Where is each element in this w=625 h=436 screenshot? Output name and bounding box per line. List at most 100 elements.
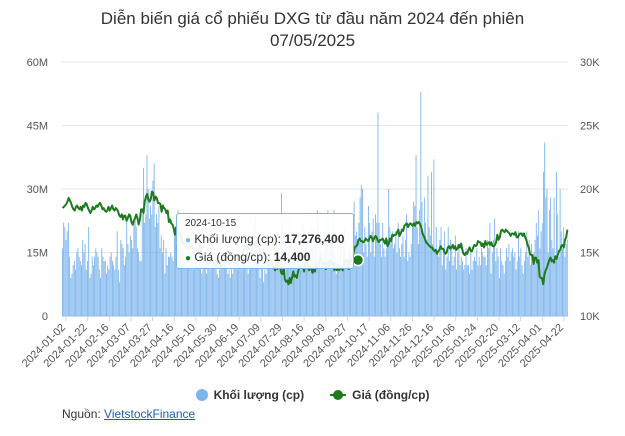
volume-bar bbox=[191, 256, 193, 316]
right-tick-label: 15K bbox=[580, 248, 600, 260]
volume-bar bbox=[158, 205, 160, 316]
volume-bar bbox=[79, 260, 81, 316]
volume-bar bbox=[539, 248, 541, 316]
volume-bar bbox=[159, 248, 161, 316]
volume-bar bbox=[142, 167, 144, 316]
volume-bar bbox=[479, 265, 481, 316]
volume-bar bbox=[362, 189, 363, 316]
source-link[interactable]: VietstockFinance bbox=[104, 407, 196, 421]
tooltip-volume-row: ● Khối lượng (cp): 17,276,400 bbox=[185, 231, 345, 249]
volume-bar bbox=[138, 252, 140, 316]
volume-bar bbox=[358, 222, 360, 316]
volume-bar bbox=[253, 260, 255, 316]
volume-bar bbox=[113, 265, 115, 316]
volume-bar bbox=[196, 265, 198, 316]
volume-bar bbox=[242, 265, 244, 316]
volume-bar bbox=[85, 269, 87, 316]
volume-bar bbox=[488, 248, 490, 316]
volume-bar bbox=[146, 155, 148, 316]
volume-bar bbox=[354, 235, 356, 316]
volume-bar bbox=[342, 239, 344, 316]
volume-bar bbox=[390, 239, 392, 316]
volume-bar bbox=[372, 218, 374, 316]
volume-bar bbox=[279, 235, 281, 316]
legend-item-volume[interactable]: Khối lượng (cp) bbox=[195, 388, 304, 402]
volume-bar bbox=[209, 269, 211, 316]
volume-bar bbox=[91, 256, 93, 316]
volume-bar bbox=[531, 244, 532, 316]
volume-bar bbox=[329, 248, 331, 316]
volume-bar bbox=[88, 227, 90, 316]
volume-bar bbox=[528, 239, 530, 316]
volume-bar bbox=[421, 201, 423, 316]
volume-bar bbox=[208, 265, 210, 316]
left-axis: 0 15M 30M 45M 60M bbox=[27, 57, 48, 323]
chart-title-line2: 07/05/2025 bbox=[269, 31, 356, 50]
volume-bar bbox=[403, 256, 405, 316]
volume-bar bbox=[214, 256, 216, 316]
volume-bar bbox=[419, 210, 421, 316]
volume-bar bbox=[195, 260, 197, 316]
volume-bar bbox=[559, 189, 561, 316]
volume-bar bbox=[483, 256, 485, 316]
volume-bar bbox=[435, 227, 437, 316]
legend-item-price[interactable]: Giá (đồng/cp) bbox=[330, 388, 429, 402]
volume-bar bbox=[556, 172, 557, 316]
volume-bar bbox=[439, 239, 441, 316]
volume-bar bbox=[558, 256, 560, 316]
volume-bar bbox=[272, 260, 274, 316]
volume-bar bbox=[169, 256, 171, 316]
volume-bar bbox=[125, 256, 126, 316]
volume-bar bbox=[172, 260, 174, 316]
volume-bar bbox=[152, 180, 154, 316]
volume-bar bbox=[148, 218, 150, 316]
volume-bar bbox=[434, 248, 436, 316]
tooltip-price-value: 14,400 bbox=[273, 250, 311, 264]
volume-bar bbox=[147, 189, 149, 316]
volume-bar bbox=[244, 252, 246, 316]
volume-bar bbox=[326, 244, 328, 316]
volume-bar bbox=[514, 252, 516, 316]
volume-bar bbox=[432, 244, 434, 316]
volume-bar bbox=[156, 214, 157, 316]
volume-bar bbox=[467, 265, 469, 316]
volume-bar bbox=[323, 231, 325, 316]
volume-bar bbox=[540, 231, 542, 316]
volume-bar bbox=[416, 227, 418, 316]
volume-bar bbox=[472, 260, 474, 316]
volume-bar bbox=[300, 265, 302, 316]
volume-bar bbox=[360, 184, 362, 316]
volume-bar bbox=[145, 214, 147, 316]
volume-bar bbox=[548, 210, 550, 316]
volume-bar bbox=[126, 218, 128, 316]
volume-bar bbox=[382, 222, 384, 316]
volume-bar bbox=[564, 256, 566, 316]
volume-bar bbox=[107, 265, 109, 316]
volume-bar bbox=[82, 239, 84, 316]
volume-bar bbox=[237, 269, 238, 316]
volume-bar bbox=[292, 252, 294, 316]
volume-bar bbox=[447, 227, 449, 316]
volume-bar bbox=[337, 235, 338, 316]
volume-bar bbox=[487, 239, 488, 316]
left-tick-label: 15M bbox=[27, 248, 48, 260]
price-hover-point bbox=[351, 253, 365, 267]
volume-bar bbox=[250, 256, 251, 316]
volume-bar bbox=[240, 260, 242, 316]
volume-bar bbox=[98, 269, 100, 316]
right-tick-label: 20K bbox=[580, 184, 600, 196]
volume-bar bbox=[422, 231, 424, 316]
volume-bar bbox=[325, 239, 327, 316]
chart-title: Diễn biến giá cổ phiếu DXG từ đầu năm 20… bbox=[0, 8, 625, 52]
volume-bar bbox=[219, 269, 221, 316]
tooltip-volume-label: Khối lượng (cp): bbox=[194, 232, 281, 246]
volume-bar bbox=[175, 231, 176, 316]
volume-bar bbox=[407, 260, 409, 316]
volume-bar bbox=[506, 248, 507, 316]
volume-bar bbox=[340, 248, 342, 316]
volume-bar bbox=[277, 231, 279, 316]
volume-bar bbox=[352, 260, 354, 316]
volume-bar bbox=[229, 277, 231, 316]
volume-bar bbox=[257, 239, 259, 316]
tooltip-price-label: Giá (đồng/cp): bbox=[194, 250, 271, 264]
